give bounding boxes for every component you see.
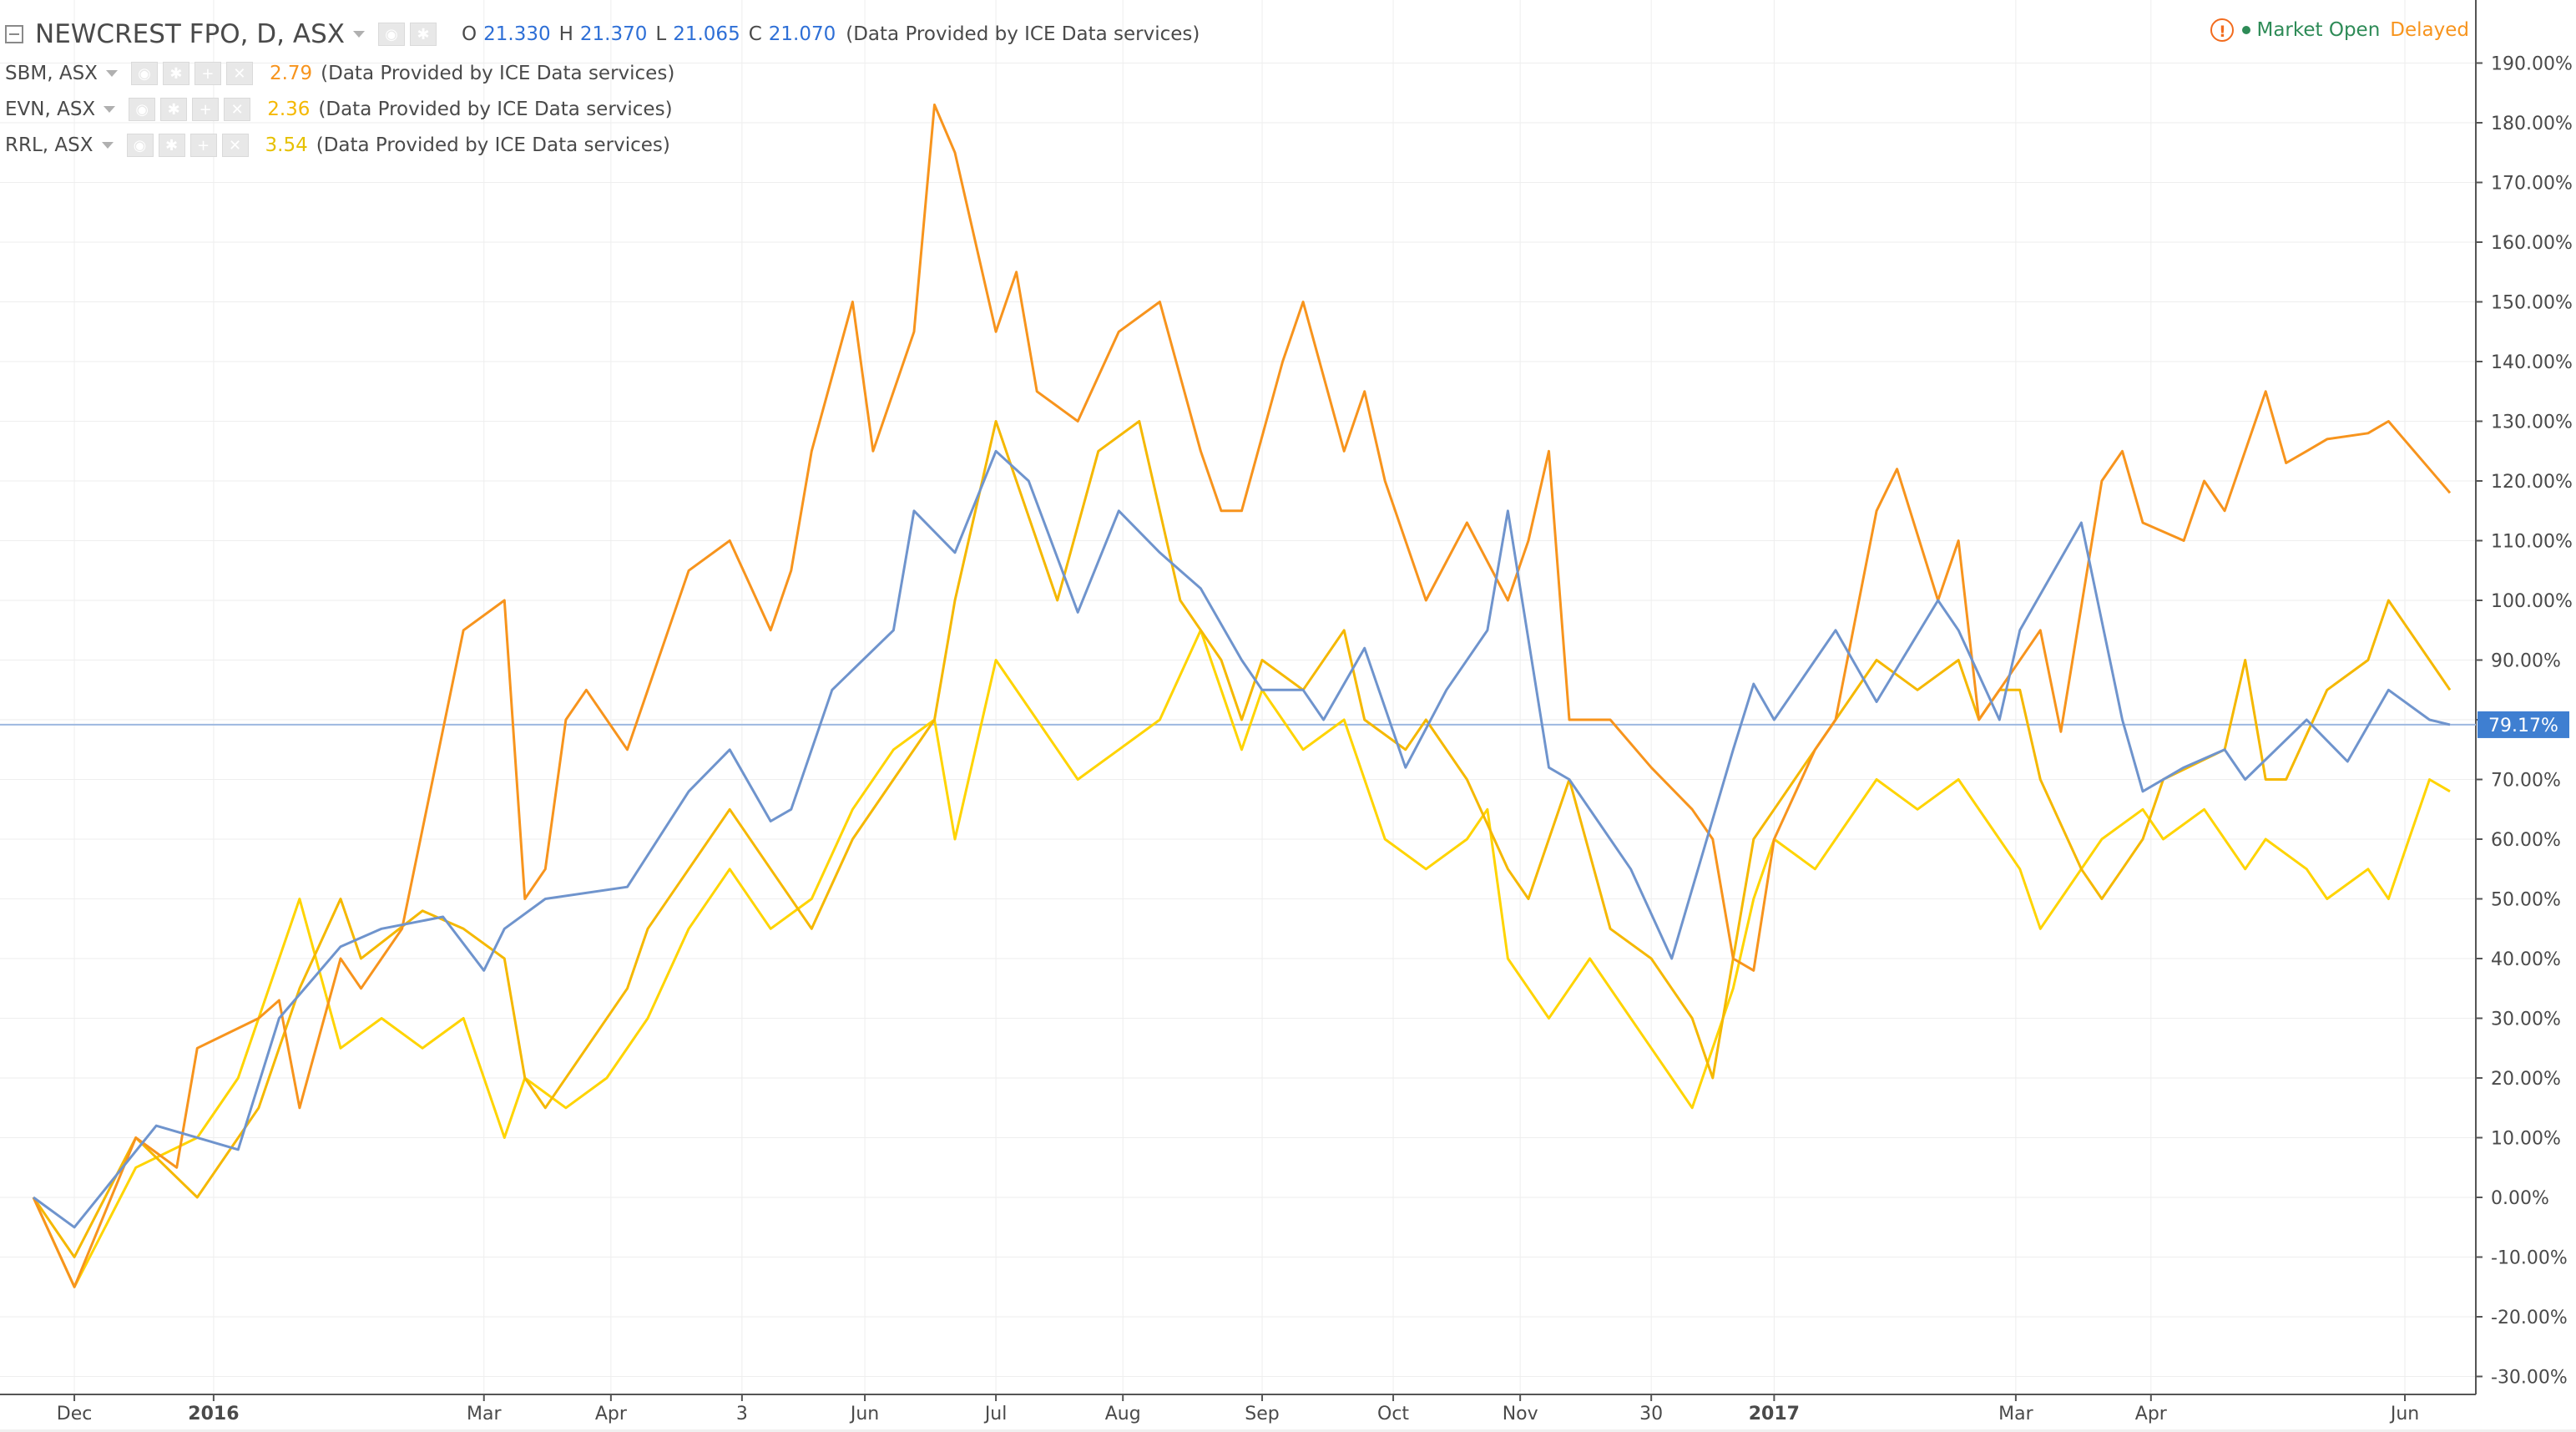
close-icon[interactable]: ✕ xyxy=(221,133,249,157)
compare-value: 3.54 xyxy=(265,134,308,156)
y-tick-label: 20.00% xyxy=(2491,1069,2561,1090)
main-symbol-title[interactable]: NEWCREST FPO, D, ASX xyxy=(35,19,346,49)
ohlc-close-value: 21.070 xyxy=(768,23,836,45)
warning-icon[interactable]: ! xyxy=(2210,18,2235,42)
x-tick-label: Jun xyxy=(849,1404,879,1424)
eye-icon[interactable]: ◉ xyxy=(378,23,406,46)
y-tick-label: -30.00% xyxy=(2491,1368,2568,1389)
main-provider-text: (Data Provided by ICE Data services) xyxy=(846,23,1200,45)
y-tick-label: 30.00% xyxy=(2491,1009,2561,1030)
y-tick-label: 170.00% xyxy=(2491,174,2573,195)
plus-icon[interactable]: + xyxy=(194,61,221,85)
x-tick-label: Jul xyxy=(983,1404,1008,1424)
close-icon[interactable]: ✕ xyxy=(224,97,251,121)
x-tick-label: Dec xyxy=(57,1404,93,1424)
caret-down-icon[interactable] xyxy=(105,69,118,77)
y-tick-label: 50.00% xyxy=(2491,890,2561,911)
gear-icon[interactable]: ✱ xyxy=(410,23,437,46)
ohlc-open-value: 21.330 xyxy=(483,23,551,45)
compare-provider-text: (Data Provided by ICE Data services) xyxy=(318,98,673,120)
plus-icon[interactable]: + xyxy=(192,97,220,121)
compare-actions: ◉ ✱ + ✕ xyxy=(129,97,255,121)
y-tick-label: 100.00% xyxy=(2491,591,2573,612)
x-tick-label: Apr xyxy=(595,1404,628,1424)
y-tick-label: -10.00% xyxy=(2491,1248,2568,1269)
y-tick-label: 70.00% xyxy=(2491,771,2561,792)
y-tick-label: 0.00% xyxy=(2491,1188,2549,1209)
y-tick-label: 60.00% xyxy=(2491,830,2561,851)
current-price-label: 79.17% xyxy=(2488,716,2558,736)
compare-value: 2.79 xyxy=(269,62,313,84)
plus-icon[interactable]: + xyxy=(189,133,217,157)
series-line-rrl xyxy=(32,629,2451,1288)
caret-down-icon[interactable] xyxy=(101,141,114,149)
series-line-evn xyxy=(32,420,2452,1258)
compare-row-rrl: RRL, ASX ◉ ✱ + ✕ 3.54 (Data Provided by … xyxy=(5,127,1200,163)
x-tick-label: 3 xyxy=(736,1404,748,1424)
gear-icon[interactable]: ✱ xyxy=(162,61,189,85)
gear-icon[interactable]: ✱ xyxy=(158,133,185,157)
y-tick-label: 40.00% xyxy=(2491,949,2561,970)
x-tick-label: Mar xyxy=(1998,1404,2033,1424)
market-status: ! Market Open Delayed xyxy=(2210,18,2469,42)
market-open-label: Market Open xyxy=(2256,19,2381,41)
market-open-dot-icon xyxy=(2242,26,2251,34)
compare-provider-text: (Data Provided by ICE Data services) xyxy=(321,62,675,84)
eye-icon[interactable]: ◉ xyxy=(126,133,154,157)
y-tick-label: 130.00% xyxy=(2491,412,2573,433)
main-series-actions: ◉ ✱ xyxy=(378,23,442,46)
compare-value: 2.36 xyxy=(267,98,311,120)
compare-actions: ◉ ✱ + ✕ xyxy=(130,61,258,85)
x-tick-label: Sep xyxy=(1245,1404,1279,1424)
y-tick-label: 10.00% xyxy=(2491,1129,2561,1150)
caret-down-icon[interactable] xyxy=(353,31,366,38)
compare-actions: ◉ ✱ + ✕ xyxy=(126,133,254,157)
x-tick-label: Aug xyxy=(1105,1404,1141,1424)
x-tick-label: 2016 xyxy=(188,1404,239,1424)
compare-symbol[interactable]: RRL, ASX xyxy=(5,134,93,156)
ohlc-open-key: O xyxy=(462,23,477,45)
x-tick-label: 30 xyxy=(1639,1404,1663,1424)
eye-icon[interactable]: ◉ xyxy=(129,97,156,121)
compare-provider-text: (Data Provided by ICE Data services) xyxy=(316,134,670,156)
close-icon[interactable]: ✕ xyxy=(225,61,253,85)
x-tick-label: Oct xyxy=(1377,1404,1409,1424)
ohlc-close-key: C xyxy=(748,23,762,45)
bottom-scrollbar-area xyxy=(0,1429,2576,1432)
ohlc-low-value: 21.065 xyxy=(673,23,740,45)
ohlc-low-key: L xyxy=(655,23,667,45)
x-tick-label: 2017 xyxy=(1749,1404,1800,1424)
legend: NEWCREST FPO, D, ASX ◉ ✱ O 21.330 H 21.3… xyxy=(5,13,1200,163)
ohlc-high-key: H xyxy=(558,23,573,45)
x-tick-label: Jun xyxy=(2389,1404,2419,1424)
y-tick-label: 160.00% xyxy=(2491,233,2573,254)
x-tick-label: Nov xyxy=(1503,1404,1538,1424)
collapse-icon[interactable] xyxy=(5,25,23,43)
series-line-newcrest-fpo xyxy=(33,449,2451,1229)
eye-icon[interactable]: ◉ xyxy=(130,61,158,85)
caret-down-icon[interactable] xyxy=(104,105,116,113)
compare-row-evn: EVN, ASX ◉ ✱ + ✕ 2.36 (Data Provided by … xyxy=(5,91,1200,127)
ohlc-high-value: 21.370 xyxy=(579,23,648,45)
x-tick-label: Apr xyxy=(2135,1404,2168,1424)
gear-icon[interactable]: ✱ xyxy=(160,97,188,121)
compare-symbol[interactable]: SBM, ASX xyxy=(5,62,98,84)
y-tick-label: 140.00% xyxy=(2491,352,2573,373)
current-price-badge xyxy=(2478,711,2569,738)
compare-symbol[interactable]: EVN, ASX xyxy=(5,98,96,120)
y-tick-label: 120.00% xyxy=(2491,472,2573,493)
y-tick-label: 180.00% xyxy=(2491,114,2573,134)
x-tick-label: Mar xyxy=(467,1404,502,1424)
y-tick-label: -20.00% xyxy=(2491,1308,2568,1328)
delayed-label: Delayed xyxy=(2390,19,2469,41)
main-series-legend: NEWCREST FPO, D, ASX ◉ ✱ O 21.330 H 21.3… xyxy=(5,13,1200,55)
y-tick-label: 90.00% xyxy=(2491,651,2561,672)
y-tick-label: 150.00% xyxy=(2491,293,2573,314)
compare-row-sbm: SBM, ASX ◉ ✱ + ✕ 2.79 (Data Provided by … xyxy=(5,55,1200,91)
y-tick-label: 190.00% xyxy=(2491,54,2573,75)
series-line-sbm xyxy=(32,104,2452,1288)
y-tick-label: 110.00% xyxy=(2491,532,2573,553)
